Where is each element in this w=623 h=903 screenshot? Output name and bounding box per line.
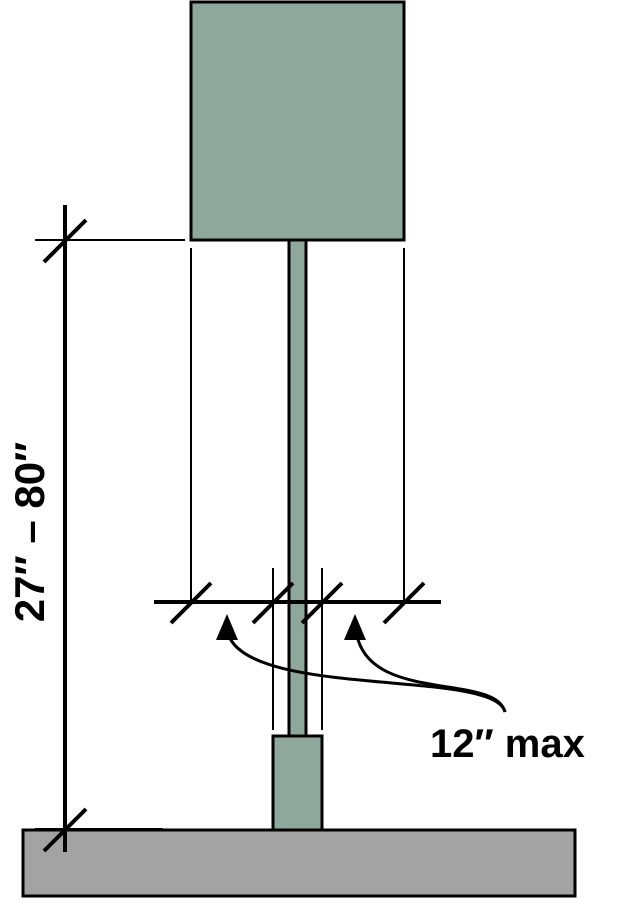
protrusion-max-label: 12″ max: [430, 722, 585, 766]
height-dimension: [42, 205, 88, 853]
post: [287, 238, 308, 738]
leader-line-left: [225, 629, 507, 713]
protrusion-dimension: [154, 581, 441, 625]
height-range-label: 27″ – 80″: [6, 442, 53, 622]
protrusion-tick-2: [251, 581, 295, 625]
ground: [21, 828, 577, 898]
sign-board: [189, 0, 406, 242]
protrusion-tick-1: [169, 581, 213, 625]
protrusion-tick-4: [382, 581, 426, 625]
post-base: [271, 734, 324, 832]
leader-lines: [225, 629, 507, 713]
arrowhead-left: [216, 614, 238, 640]
height-tick-bottom: [42, 807, 88, 853]
protrusion-tick-3: [300, 581, 344, 625]
leader-line-right: [354, 629, 507, 713]
arrowhead-right: [344, 614, 366, 640]
extension-lines: [35, 239, 405, 830]
height-tick-top: [42, 218, 88, 264]
